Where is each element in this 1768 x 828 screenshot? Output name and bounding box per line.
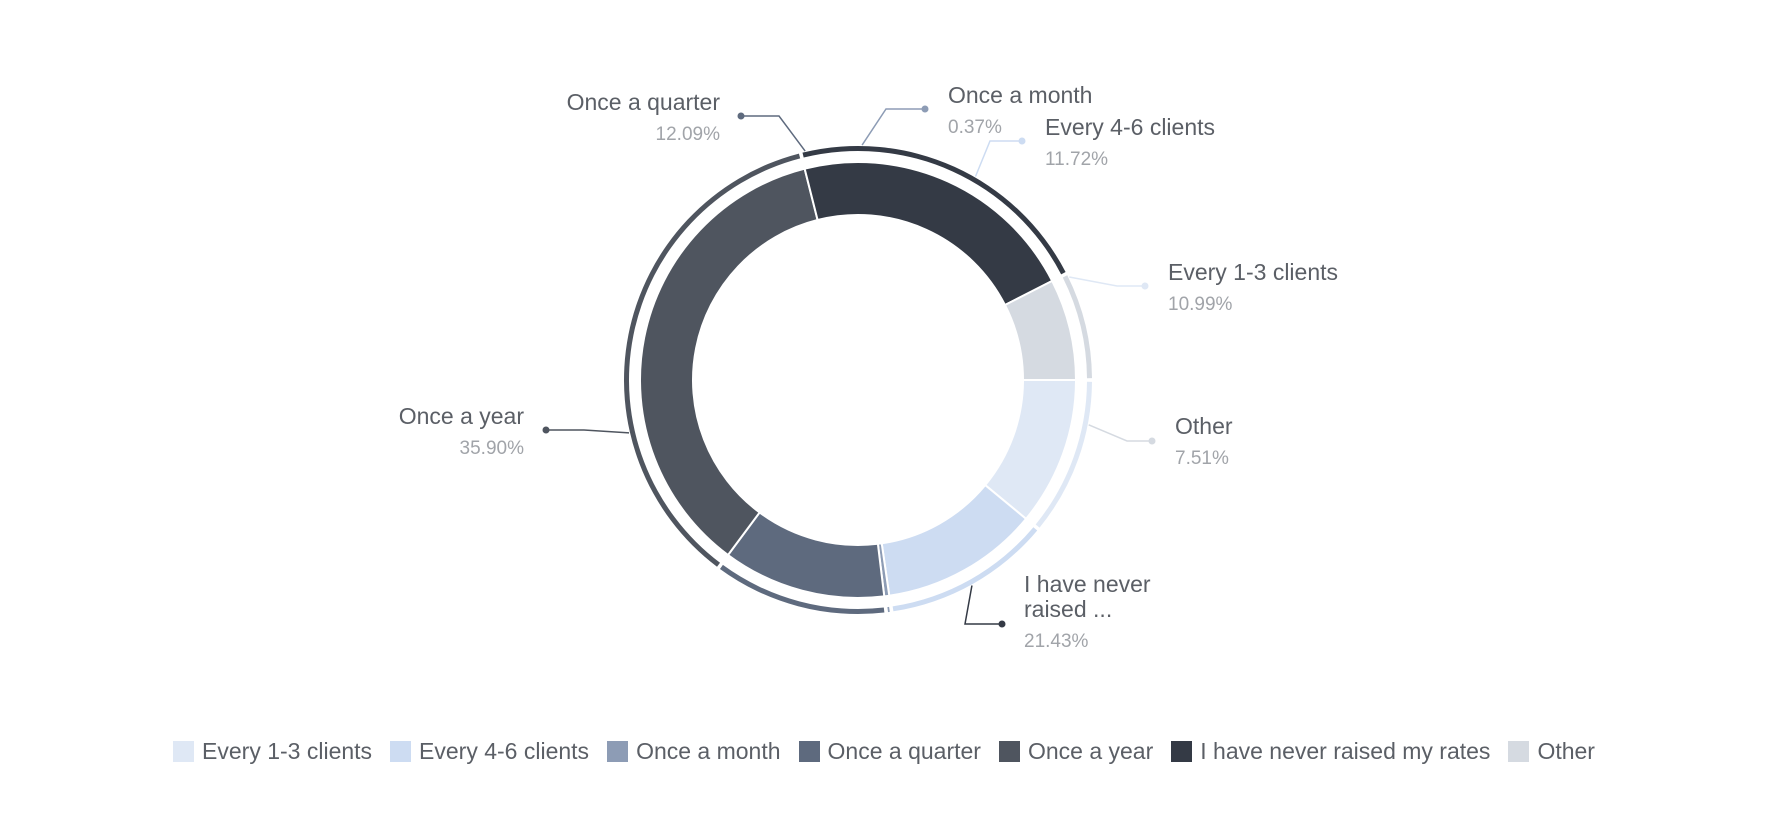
legend-item-once-a-year[interactable]: Once a year [998, 738, 1154, 765]
leader-line-i-have-never-raised-my-rates [964, 585, 1002, 625]
legend-swatch-every-1-3-clients [173, 741, 195, 762]
legend-swatch-once-a-quarter [798, 741, 820, 762]
leader-dot-once-a-month [921, 105, 929, 113]
legend-item-i-have-never-raised-my-rates[interactable]: I have never raised my rates [1171, 738, 1490, 765]
legend-label-once-a-month: Once a month [636, 738, 781, 764]
slice-label-once-a-month: Once a month [948, 82, 1092, 108]
slice-label-i-have-never-raised-my-rates-line-2: raised ... [1024, 596, 1112, 622]
outer-segment-other [1062, 275, 1092, 379]
outer-segment-once-a-quarter [719, 564, 885, 615]
leader-line-once-a-month [861, 108, 925, 146]
slice-label-i-have-never-raised-my-rates-line-1: I have never [1024, 571, 1151, 597]
legend-item-once-a-month[interactable]: Once a month [607, 738, 781, 765]
legend-label-once-a-year: Once a year [1027, 738, 1154, 764]
leader-line-every-1-3-clients [1069, 276, 1145, 287]
legend-item-other[interactable]: Other [1508, 738, 1595, 765]
outer-segment-i-have-never-raised-my-rates [802, 146, 1066, 275]
legend-swatch-other [1508, 741, 1530, 762]
slice-label-once-a-year: Once a year [399, 403, 525, 429]
legend-label-every-1-3-clients: Every 1-3 clients [202, 738, 373, 764]
slice-once-a-year[interactable] [639, 167, 819, 557]
legend-item-every-1-3-clients[interactable]: Every 1-3 clients [173, 738, 372, 765]
inner-ring [639, 161, 1078, 599]
leader-dot-every-1-3-clients [1141, 282, 1149, 290]
leader-line-once-a-year [546, 429, 630, 434]
legend-swatch-i-have-never-raised-my-rates [1171, 741, 1193, 762]
leader-dot-once-a-year [542, 426, 550, 434]
slice-value-once-a-year: 35.90% [460, 438, 525, 459]
leader-dot-other [1148, 437, 1156, 445]
legend-label-i-have-never-raised-my-rates: I have never raised my rates [1200, 738, 1491, 764]
legend-item-every-4-6-clients[interactable]: Every 4-6 clients [390, 738, 589, 765]
slice-other[interactable] [1003, 279, 1078, 381]
outer-ring [623, 146, 1092, 615]
leader-line-once-a-quarter [741, 115, 806, 152]
slice-value-once-a-month: 0.37% [948, 117, 1002, 138]
legend-swatch-once-a-month [607, 741, 629, 762]
slice-labels: Every 1-3 clients 10.99% Every 4-6 clients… [399, 82, 1338, 652]
slice-value-every-4-6-clients: 11.72% [1045, 149, 1108, 170]
legend-swatch-every-4-6-clients [390, 741, 412, 762]
slice-i-have-never-raised-my-rates[interactable] [803, 161, 1054, 307]
legend-item-once-a-quarter[interactable]: Once a quarter [798, 738, 981, 765]
legend-label-once-a-quarter: Once a quarter [827, 738, 981, 764]
slice-label-every-1-3-clients: Every 1-3 clients [1168, 259, 1338, 285]
legend-label-every-4-6-clients: Every 4-6 clients [419, 738, 590, 764]
slice-label-every-4-6-clients: Every 4-6 clients [1045, 114, 1215, 140]
slice-value-once-a-quarter: 12.09% [656, 124, 721, 145]
slice-label-other: Other [1175, 413, 1233, 439]
legend-label-other: Other [1537, 738, 1595, 764]
legend: Every 1-3 clients Every 4-6 clients Once a… [0, 738, 1768, 765]
leader-line-other [1088, 424, 1152, 442]
slice-value-every-1-3-clients: 10.99% [1168, 294, 1233, 315]
leader-dot-every-4-6-clients [1018, 137, 1026, 145]
slice-value-other: 7.51% [1175, 448, 1229, 469]
leader-lines [542, 105, 1156, 628]
leader-line-every-4-6-clients [974, 140, 1022, 177]
outer-segment-once-a-month [887, 606, 890, 613]
slice-every-4-6-clients[interactable] [880, 483, 1028, 597]
slice-label-once-a-quarter: Once a quarter [567, 89, 721, 115]
leader-dot-once-a-quarter [737, 112, 745, 120]
leader-dot-i-have-never-raised-my-rates [998, 620, 1006, 628]
legend-swatch-once-a-year [998, 741, 1020, 762]
slice-value-i-have-never-raised-my-rates: 21.43% [1024, 631, 1089, 652]
